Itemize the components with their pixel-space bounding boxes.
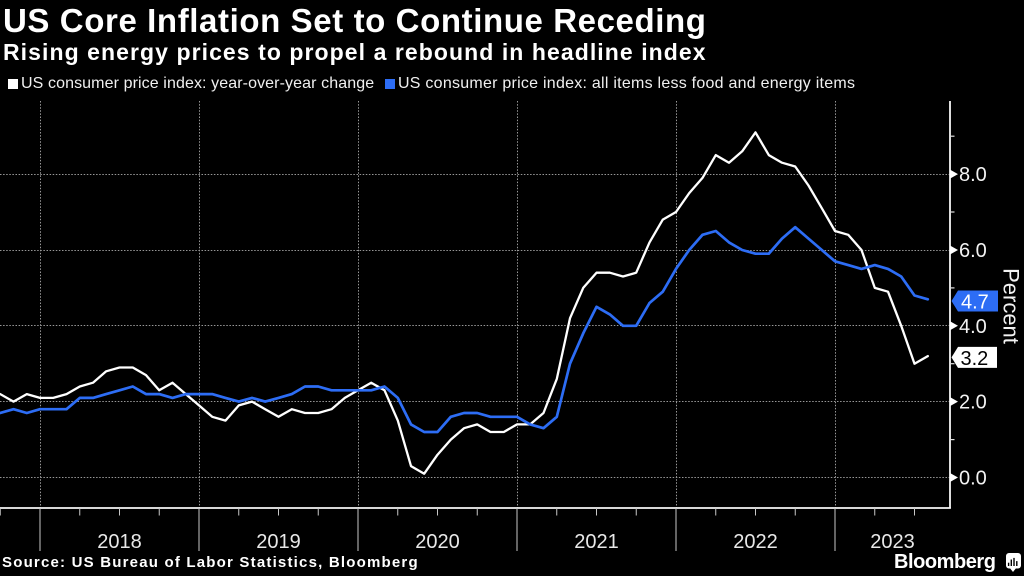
- svg-text:0.0: 0.0: [959, 468, 987, 490]
- svg-text:2023: 2023: [870, 531, 915, 553]
- svg-text:6.0: 6.0: [959, 240, 987, 262]
- svg-text:4.0: 4.0: [959, 316, 987, 338]
- svg-text:3.2: 3.2: [961, 348, 989, 370]
- svg-text:2022: 2022: [733, 531, 778, 553]
- svg-text:8.0: 8.0: [959, 164, 987, 186]
- svg-text:2021: 2021: [574, 531, 619, 553]
- svg-text:2.0: 2.0: [959, 392, 987, 414]
- svg-text:4.7: 4.7: [961, 291, 989, 313]
- svg-text:2019: 2019: [256, 531, 301, 553]
- svg-text:2020: 2020: [415, 531, 460, 553]
- svg-text:Percent: Percent: [999, 268, 1024, 344]
- svg-text:2018: 2018: [97, 531, 142, 553]
